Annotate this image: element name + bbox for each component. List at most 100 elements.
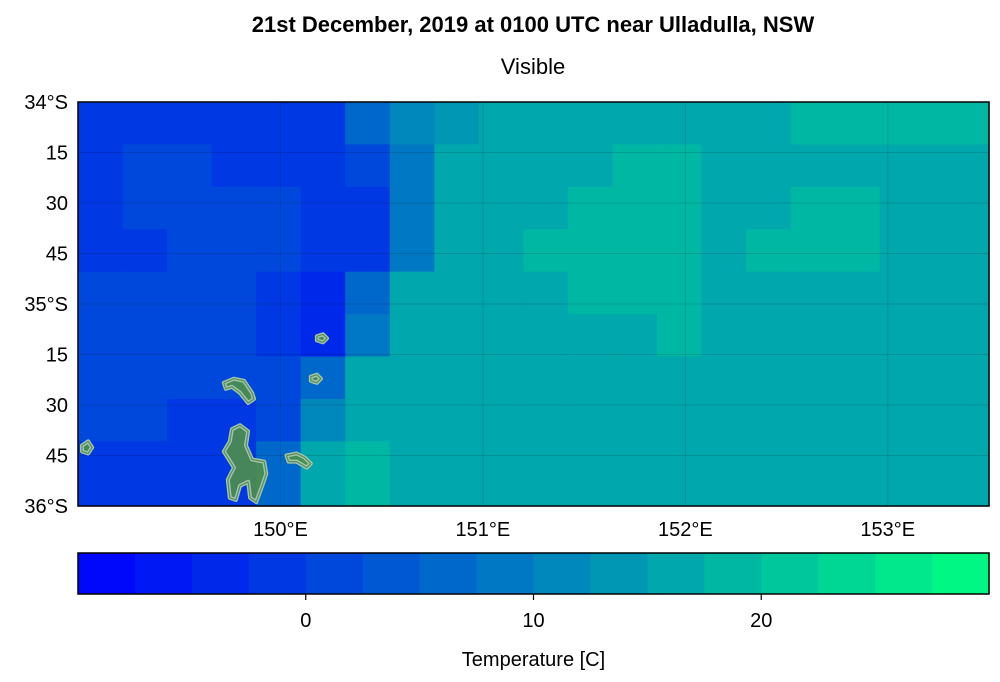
heatmap-cell	[656, 314, 703, 358]
heatmap-cell	[256, 186, 302, 230]
heatmap-cell	[567, 314, 614, 358]
heatmap-cell	[122, 356, 168, 400]
land-outline-inner	[223, 424, 267, 503]
heatmap-cell	[701, 483, 747, 507]
heatmap-cell	[701, 102, 747, 146]
heatmap-cell	[78, 229, 124, 273]
heatmap-cell	[434, 102, 480, 146]
heatmap-cell	[523, 102, 569, 146]
chart-title: 21st December, 2019 at 0100 UTC near Ull…	[251, 12, 815, 37]
heatmap-cell	[434, 483, 480, 507]
heatmap-cell	[612, 186, 658, 230]
heatmap-cell	[746, 186, 792, 230]
heatmap-cell	[167, 102, 213, 146]
heatmap-cell	[924, 102, 990, 146]
heatmap-cell	[345, 144, 391, 188]
map-axis-ticks: 150°E 151°E 152°E 153°E 34°S 15 30 45 35°S 15 30 45…	[24, 92, 915, 541]
heatmap-cell	[790, 144, 836, 188]
land-outlines	[80, 332, 329, 504]
colorbar-level	[875, 553, 933, 594]
heatmap-cell	[122, 144, 168, 188]
heatmap-cell	[523, 314, 569, 358]
heatmap-cell	[211, 271, 257, 315]
y-tick-label: 34°S	[24, 92, 68, 114]
heatmap-cell	[345, 356, 391, 400]
heatmap-cell	[345, 229, 391, 273]
heatmap-cell	[389, 483, 435, 507]
heatmap-cell	[701, 398, 747, 442]
heatmap-cell	[790, 102, 836, 146]
heatmap-cell	[790, 229, 836, 273]
heatmap-cell	[345, 186, 391, 230]
y-tick-label: 30	[46, 193, 68, 215]
heatmap-cell	[434, 441, 480, 485]
heatmap-cell	[746, 356, 792, 400]
heatmap-cell	[345, 271, 391, 315]
heatmap-cell	[167, 144, 213, 188]
chart-subtitle: Visible	[500, 54, 566, 79]
heatmap-cell	[434, 144, 480, 188]
heatmap-cell	[122, 398, 168, 442]
heatmap-cell	[567, 441, 614, 485]
heatmap-cell	[434, 271, 480, 315]
x-tick-label: 150°E	[253, 519, 308, 541]
heatmap-cell	[567, 398, 614, 442]
heatmap-cell	[122, 186, 168, 230]
colorbar-level	[818, 553, 876, 594]
heatmap-cell	[523, 483, 569, 507]
heatmap-cell	[790, 314, 836, 358]
heatmap-cell	[167, 398, 213, 442]
heatmap-cell	[211, 144, 257, 188]
heatmap-cell	[523, 271, 569, 315]
heatmap-cell	[434, 314, 480, 358]
heatmap-cell	[167, 229, 213, 273]
heatmap-cell	[523, 441, 569, 485]
heatmap-cell	[701, 144, 747, 188]
heatmap-cell	[478, 102, 524, 146]
heatmap-cell	[924, 271, 990, 315]
heatmap-cell	[300, 271, 346, 315]
heatmap-cell	[167, 483, 213, 507]
heatmap-cell	[835, 186, 881, 230]
heatmap-cell	[478, 314, 524, 358]
heatmap-cell	[389, 102, 435, 146]
heatmap-cell	[478, 483, 524, 507]
heatmap-cell	[835, 314, 881, 358]
land-outline-inner	[316, 333, 328, 343]
land-outline-inner	[81, 440, 93, 455]
heatmap-cell	[567, 483, 614, 507]
heatmap-cell	[122, 271, 168, 315]
heatmap-cell	[300, 483, 346, 507]
heatmap-cell	[656, 144, 703, 188]
heatmap-cell	[256, 144, 302, 188]
heatmap-cell	[924, 186, 990, 230]
heatmap-cell	[790, 356, 836, 400]
heatmap-cell	[122, 314, 168, 358]
colorbar-ticks: 0 10 20	[300, 594, 772, 632]
y-tick-label: 35°S	[24, 294, 68, 316]
y-tick-label: 15	[46, 345, 68, 367]
heatmap-cell	[612, 144, 658, 188]
heatmap-cell	[256, 356, 302, 400]
heatmap-cell	[567, 356, 614, 400]
heatmap-cell	[790, 271, 836, 315]
heatmap-cell	[300, 144, 346, 188]
heatmap-cell	[300, 356, 346, 400]
x-tick-label: 153°E	[860, 519, 915, 541]
y-tick-label: 15	[46, 143, 68, 165]
heatmap-cell	[256, 271, 302, 315]
heatmap-cell	[656, 483, 703, 507]
heatmap-cell	[345, 102, 391, 146]
colorbar-level	[78, 553, 136, 594]
heatmap-cell	[78, 356, 124, 400]
heatmap-cell	[612, 398, 658, 442]
heatmap-cell	[790, 441, 836, 485]
heatmap-cell	[701, 356, 747, 400]
heatmap-cell	[612, 356, 658, 400]
heatmap-cell	[746, 483, 792, 507]
heatmap-cell	[924, 483, 990, 507]
heatmap-cell	[656, 398, 703, 442]
heatmap-cell	[389, 398, 435, 442]
heatmap-cell	[656, 186, 703, 230]
colorbar-level	[362, 553, 421, 594]
